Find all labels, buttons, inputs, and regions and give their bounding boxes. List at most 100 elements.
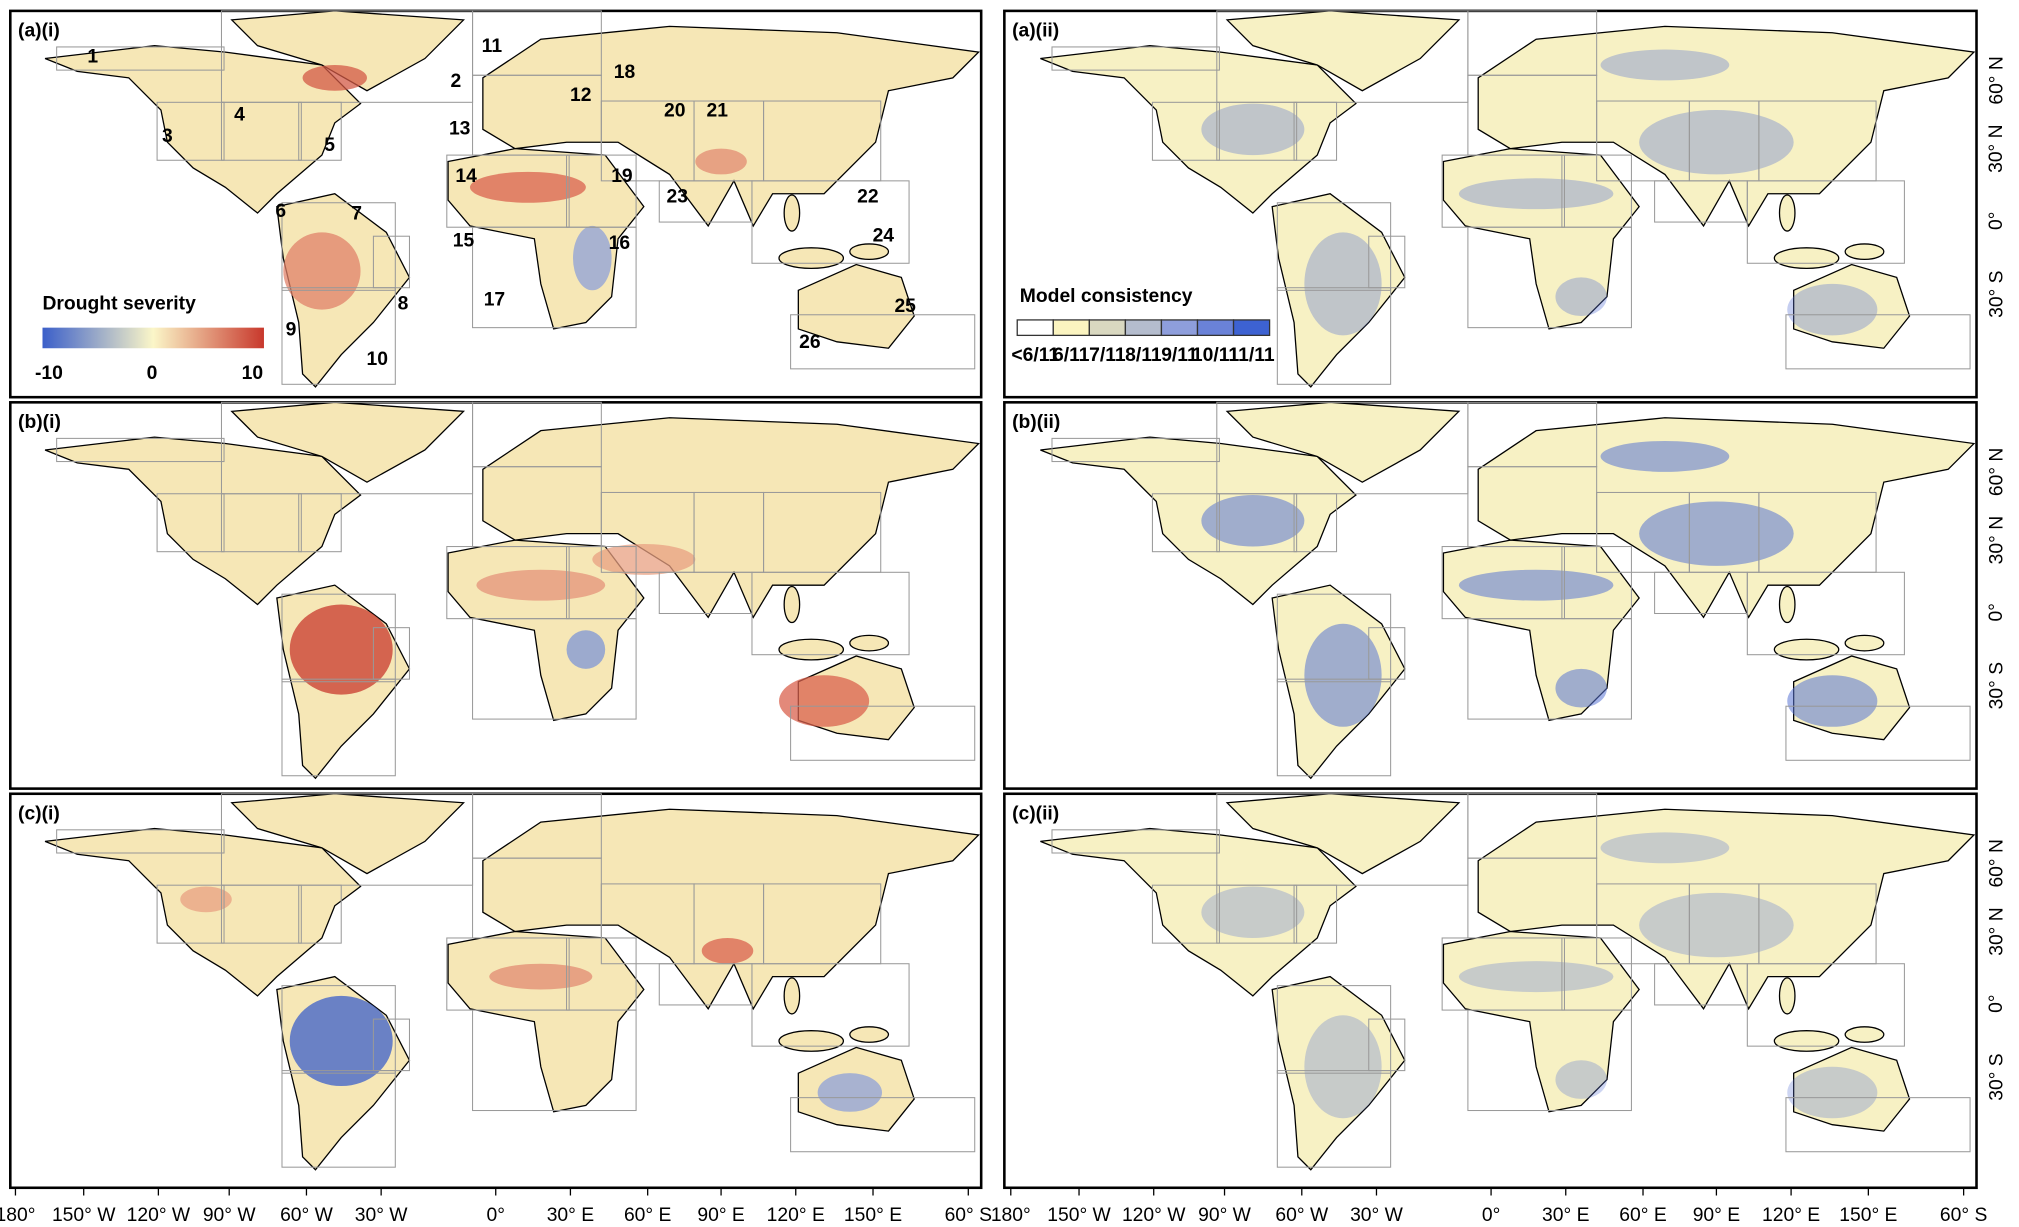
legend-swatch [1052,319,1090,337]
y-tick-label: 60° N [1986,448,2007,496]
map [1039,793,1975,1171]
region-number: 7 [351,203,362,224]
region-number: 20 [664,100,685,121]
region-number: 3 [162,126,173,147]
y-tick-label: 0° [1986,994,2007,1012]
map [1039,10,1975,388]
severity-patch [701,937,754,964]
x-tick-label: 60° W [280,1205,334,1226]
legend-label: 8/11 [1125,345,1162,366]
region-number: 23 [667,187,689,208]
x-tick-label: 30° E [1542,1205,1590,1226]
x-tick-label: 120° E [767,1205,825,1226]
x-tick-label: 90° W [1198,1205,1252,1226]
x-tick-label: 60° E [624,1205,672,1226]
y-tick-label: 30° S [1986,662,2007,709]
legend-title: Drought severity [42,294,196,315]
region-number: 6 [275,201,286,222]
colorbar-label: 10 [242,363,263,384]
panel-label: (a)(ii) [1012,21,1059,42]
x-tick-label: 90° E [1693,1205,1741,1226]
severity-patch [289,995,393,1087]
consistency-patch [1304,1015,1382,1119]
panel-label: (b)(i) [18,412,61,433]
severity-patch [592,543,696,575]
x-tick-label: 180° [0,1205,35,1226]
region-number: 1 [87,46,98,67]
consistency-patch [1600,49,1730,81]
legend-label: 10/11 [1192,345,1239,366]
region-number: 11 [482,36,503,57]
consistency-patch [1787,1066,1878,1119]
severity-patch [817,1073,883,1112]
consistency-patch [1555,668,1607,708]
consistency-patch [1787,675,1878,727]
severity-patch [779,675,870,727]
map [44,793,980,1171]
region-number: 25 [894,296,916,317]
severity-patch [489,963,593,990]
y-tick-label: 30° N [1986,124,2007,172]
panel: (a)(ii) [1003,9,1978,399]
legend-swatch [1232,319,1271,337]
x-tick-label: 150° W [1047,1205,1111,1226]
y-tick-label: 0° [1986,212,2007,230]
panel: (c)(ii) [1003,792,1978,1190]
region-number: 16 [609,233,631,254]
consistency-patch [1600,832,1730,864]
x-tick-label: 0° [1482,1205,1500,1226]
colorbar [42,327,264,349]
region-number: 9 [286,319,297,340]
consistency-patch [1458,569,1614,601]
x-tick-label: 90° W [203,1205,257,1226]
region-number: 15 [453,231,475,252]
region-number: 2 [450,71,461,92]
severity-patch [695,148,747,175]
legend-swatch [1088,319,1127,337]
y-tick-label: 30° S [1986,270,2007,317]
legend-swatch [1196,319,1235,337]
x-tick-label: 150° W [52,1205,116,1226]
consistency-patch [1639,501,1794,566]
consistency-patch [1458,961,1614,993]
region-number: 19 [611,166,633,187]
region-number: 12 [570,85,591,106]
severity-patch [289,604,393,695]
y-tick-label: 60° N [1986,839,2007,887]
x-tick-label: 120° W [1122,1205,1186,1226]
consistency-patch [1639,892,1794,958]
x-tick-label: 150° E [1839,1205,1897,1226]
y-tick-label: 60° N [1986,56,2007,104]
colorbar-label: 0 [147,363,158,384]
x-tick-label: 30° W [1350,1205,1404,1226]
region-number: 24 [873,225,895,246]
colorbar-label: -10 [35,363,63,384]
region-number: 18 [614,62,636,83]
consistency-patch [1201,103,1305,156]
region-number: 21 [706,100,728,121]
x-tick-label: 120° E [1762,1205,1820,1226]
x-tick-label: 0° [487,1205,505,1226]
region-number: 14 [455,166,477,187]
consistency-patch [1555,1060,1607,1099]
y-tick-label: 0° [1986,603,2007,621]
consistency-patch [1458,178,1614,210]
legend-label: 11/11 [1228,345,1274,366]
region-number: 26 [799,332,821,353]
panel-label: (c)(i) [18,804,60,825]
panel: (b)(i) [9,401,983,790]
severity-patch [476,569,606,601]
x-tick-label: 90° E [697,1205,745,1226]
consistency-patch [1639,110,1794,175]
x-tick-label: 60° S [945,1205,992,1226]
x-tick-label: 150° E [844,1205,902,1226]
x-tick-label: 30° W [355,1205,409,1226]
consistency-patch [1304,623,1382,727]
region-number: 22 [857,187,878,208]
legend-label: 7/11 [1089,345,1126,366]
severity-patch [283,232,361,310]
map [44,401,980,779]
region-number: 17 [484,290,505,311]
x-tick-label: 180° [991,1205,1031,1226]
